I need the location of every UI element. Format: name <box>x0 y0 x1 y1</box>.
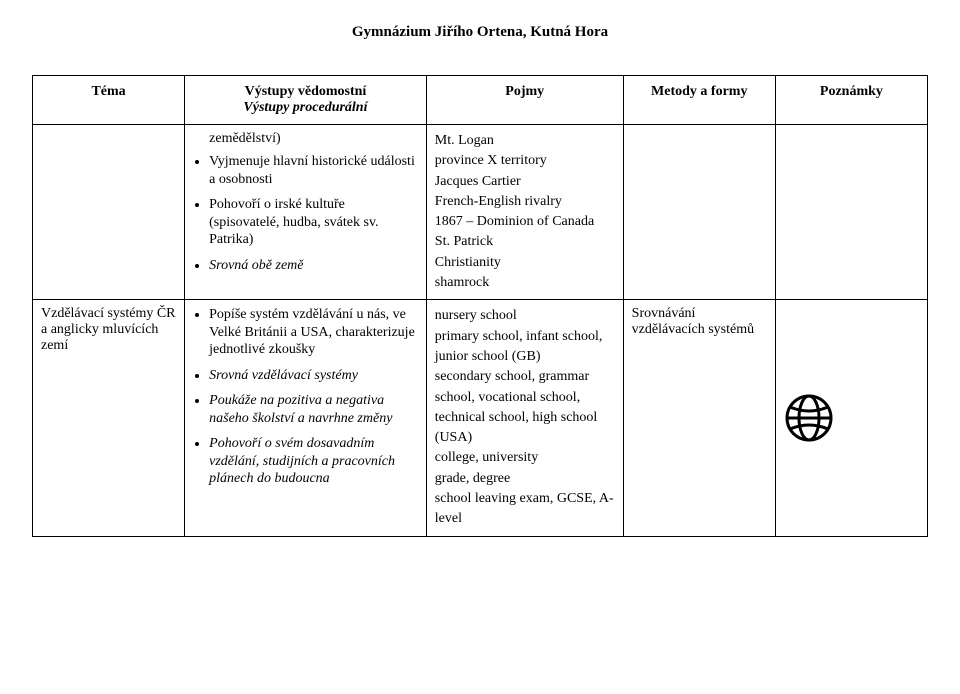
term: French-English rivalry <box>435 192 615 212</box>
term: grade, degree <box>435 469 615 489</box>
table-row: Vzdělávací systémy ČR a anglicky mluvící… <box>33 300 928 536</box>
cell-poznamky <box>775 125 927 300</box>
page-title: Gymnázium Jiřího Ortena, Kutná Hora <box>32 24 928 41</box>
cell-vystupy: zemědělství) Vyjmenuje hlavní historické… <box>185 125 427 300</box>
header-metody: Metody a formy <box>623 76 775 125</box>
list-item: Popíše systém vzdělávání u nás, ve Velké… <box>209 306 418 359</box>
header-vystupy: Výstupy vědomostní Výstupy procedurální <box>185 76 427 125</box>
term: college, university <box>435 448 615 468</box>
header-vystupy-line2: Výstupy procedurální <box>191 100 420 116</box>
cell-pojmy: Mt. Logan province X territory Jacques C… <box>426 125 623 300</box>
term: Christianity <box>435 253 615 273</box>
term: nursery school <box>435 306 615 326</box>
cell-metody <box>623 125 775 300</box>
term: province X territory <box>435 151 615 171</box>
table-row: zemědělství) Vyjmenuje hlavní historické… <box>33 125 928 300</box>
header-vystupy-line1: Výstupy vědomostní <box>245 84 367 99</box>
term: primary school, infant school, junior sc… <box>435 327 615 368</box>
cell-poznamky <box>775 300 927 536</box>
cell-vystupy: Popíše systém vzdělávání u nás, ve Velké… <box>185 300 427 536</box>
cell-pojmy: nursery school primary school, infant sc… <box>426 300 623 536</box>
table-header-row: Téma Výstupy vědomostní Výstupy procedur… <box>33 76 928 125</box>
list-item: Srovná vzdělávací systémy <box>209 367 418 385</box>
globe-icon <box>784 393 919 443</box>
term: Mt. Logan <box>435 131 615 151</box>
term: school leaving exam, GCSE, A-level <box>435 489 615 530</box>
term: secondary school, grammar school, vocati… <box>435 367 615 448</box>
cell-tema: Vzdělávací systémy ČR a anglicky mluvící… <box>33 300 185 536</box>
term: Jacques Cartier <box>435 172 615 192</box>
header-poznamky: Poznámky <box>775 76 927 125</box>
list-item: Pohovoří o svém dosavadním vzdělání, stu… <box>209 435 418 488</box>
curriculum-table: Téma Výstupy vědomostní Výstupy procedur… <box>32 75 928 537</box>
list-item: Pohovoří o irské kultuře (spisovatelé, h… <box>209 196 418 249</box>
term: 1867 – Dominion of Canada <box>435 212 615 232</box>
pre-bullet-text: zemědělství) <box>209 131 418 147</box>
list-item: Poukáže na pozitiva a negativa našeho šk… <box>209 392 418 427</box>
term: St. Patrick <box>435 232 615 252</box>
header-tema: Téma <box>33 76 185 125</box>
term: shamrock <box>435 273 615 293</box>
list-item: Srovná obě země <box>209 257 418 275</box>
cell-metody: Srovnávání vzdělávacích systémů <box>623 300 775 536</box>
cell-tema <box>33 125 185 300</box>
list-item: Vyjmenuje hlavní historické události a o… <box>209 153 418 188</box>
header-pojmy: Pojmy <box>426 76 623 125</box>
